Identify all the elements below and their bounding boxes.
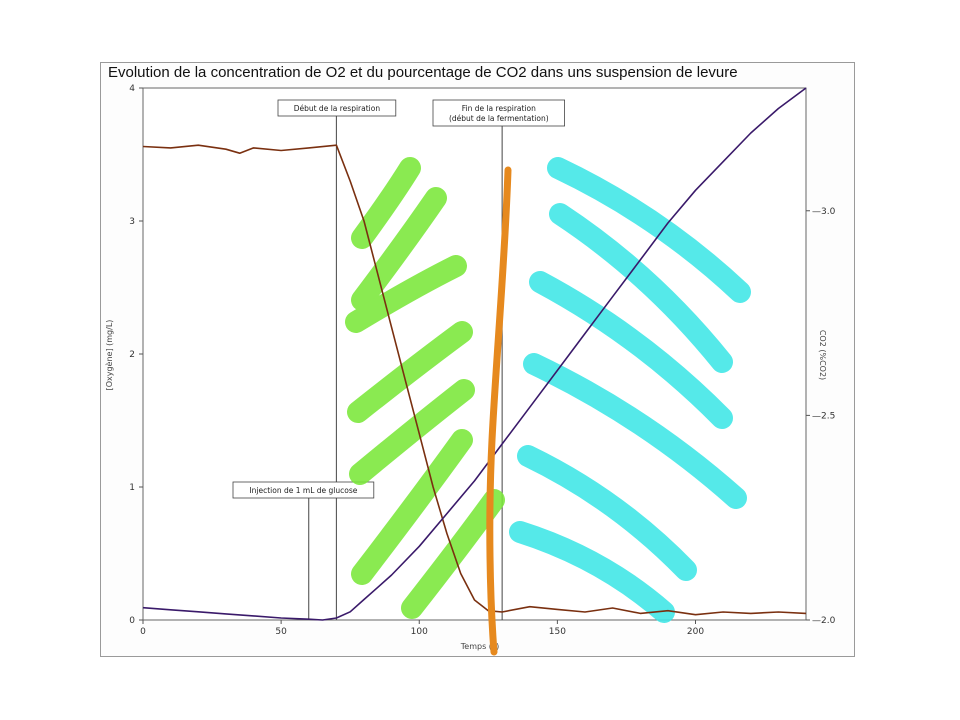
y-left-tick-label: 4 — [129, 84, 135, 94]
respiration-highlight-stroke — [351, 187, 447, 311]
boundary-highlight-stroke — [486, 166, 512, 656]
x-tick-label: 0 — [140, 627, 146, 637]
annotation-label: Injection de 1 mL de glucose — [249, 486, 357, 495]
boundary-layer — [486, 166, 512, 656]
x-axis-label: Temps (s) — [460, 642, 499, 651]
y-left-tick-label: 0 — [129, 616, 135, 626]
x-tick-label: 200 — [687, 627, 704, 637]
y-right-tick-label: —2.0 — [812, 616, 836, 626]
y-right-tick-label: —3.0 — [812, 207, 836, 217]
annotations-layer: Début de la respiration Fin de la respira… — [232, 99, 566, 620]
axes-layer: 0 50 100 150 200 0 1 2 3 4 —2.0 —2.5 —3.0 — [129, 84, 835, 637]
respiration-highlight-stroke — [347, 321, 473, 423]
fermentation-highlight-stroke — [549, 203, 733, 373]
co2-series-line — [142, 87, 807, 621]
annotation-box — [432, 99, 566, 127]
annotation-label: (début de la fermentation) — [449, 114, 549, 123]
o2-series-line — [142, 144, 807, 616]
y-axis-right-label: CO2 (%CO2) — [818, 330, 827, 380]
x-tick-label: 100 — [411, 627, 428, 637]
y-left-tick-label: 1 — [129, 483, 135, 493]
respiration-highlight-stroke — [345, 255, 467, 333]
annotation-label: Début de la respiration — [294, 104, 381, 113]
fermentation-highlight-stroke — [529, 271, 733, 429]
fermentation-highlight-stroke — [509, 521, 675, 623]
y-axis-left-label: [Oxygène] (mg/L) — [104, 320, 114, 391]
respiration-highlight-stroke — [351, 429, 473, 585]
fermentation-highlight-stroke — [523, 353, 747, 509]
annotation-box — [232, 481, 375, 499]
chart-title: Evolution de la concentration de O2 et d… — [108, 64, 738, 81]
x-tick-label: 50 — [275, 627, 287, 637]
x-tick-label: 150 — [549, 627, 566, 637]
fermentation-highlight-stroke — [517, 445, 697, 581]
annotation-label: Fin de la respiration — [462, 104, 536, 113]
respiration-highlight-stroke — [401, 489, 505, 619]
series-layer — [142, 87, 807, 621]
highlight-layer — [345, 157, 751, 623]
respiration-highlight-stroke — [351, 157, 421, 249]
fermentation-highlight-stroke — [547, 157, 751, 303]
respiration-highlight-stroke — [349, 379, 475, 485]
y-left-tick-label: 3 — [129, 217, 135, 227]
annotation-box — [277, 99, 397, 117]
y-right-tick-label: —2.5 — [812, 411, 835, 421]
y-left-tick-label: 2 — [129, 350, 135, 360]
